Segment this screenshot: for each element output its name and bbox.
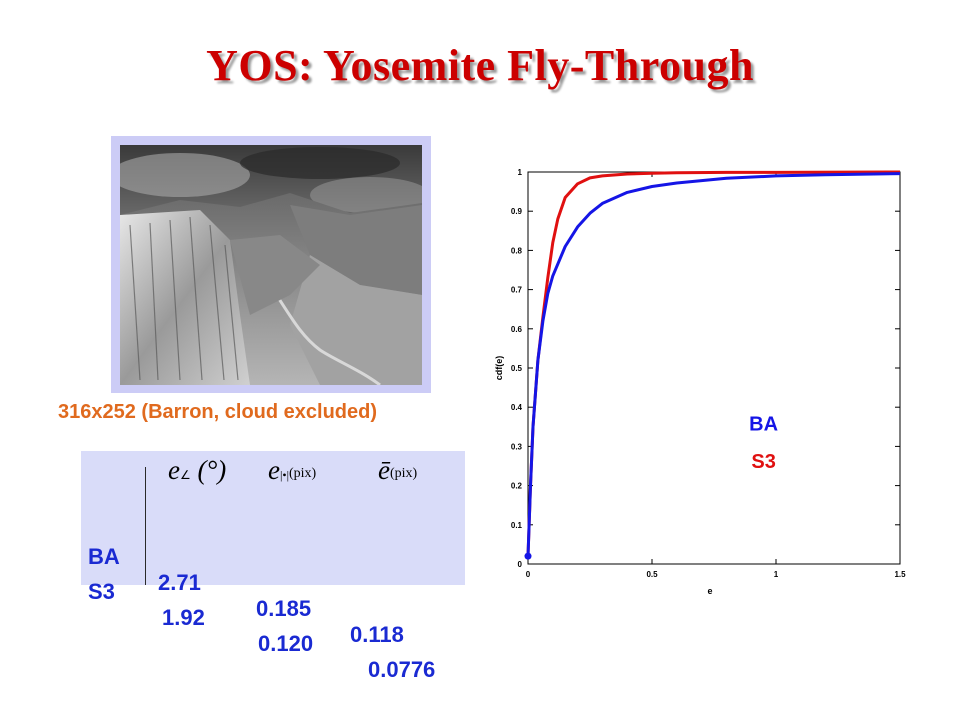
row-value: 0.118 (350, 622, 404, 647)
y-tick-label: 0.9 (511, 207, 523, 216)
y-tick-label: 0.7 (511, 286, 523, 295)
y-tick-label: 0.4 (511, 403, 523, 412)
y-tick-label: 0 (518, 560, 523, 569)
table-row-s3: S3 1.92 0.120 0.0776 (88, 553, 435, 683)
x-axis-label: e (707, 586, 712, 596)
y-axis-label: cdf(e) (494, 356, 504, 381)
row-method: BA (88, 544, 120, 569)
cdf-chart: 0 0.1 0.2 0.3 0.4 0.5 0.6 0.7 0.8 0.9 1 0 0.5 1 1.5 e cd… (494, 168, 906, 596)
header-endpoint-error: ē(pix) (378, 455, 418, 485)
row-value: 1.92 (162, 605, 205, 630)
row-value: 0.120 (258, 631, 314, 656)
image-caption: 316x252 (Barron, cloud excluded) (58, 401, 378, 423)
slide-title: YOS: Yosemite Fly-Through (206, 41, 754, 90)
plot-area (527, 171, 901, 565)
legend-label-s3: S3 (751, 451, 775, 473)
row-method: S3 (88, 579, 115, 604)
row-value: 2.71 (158, 570, 201, 595)
y-tick-label: 0.5 (511, 364, 523, 373)
table-row-ba: BA 2.71 0.185 0.118 (88, 518, 404, 648)
x-tick-label: 1.5 (894, 570, 906, 579)
legend-label-ba: BA (749, 414, 778, 436)
y-tick-label: 0.6 (511, 325, 523, 334)
y-tick-label: 0.1 (511, 521, 523, 530)
series-start-marker (524, 552, 532, 560)
yosemite-image (120, 145, 422, 385)
series-line-ba (526, 172, 901, 557)
x-tick-label: 1 (774, 570, 779, 579)
table-divider (145, 467, 146, 585)
y-tick-label: 0.2 (511, 482, 523, 491)
y-tick-label: 0.3 (511, 442, 523, 451)
x-tick-label: 0 (526, 570, 531, 579)
row-value: 0.0776 (368, 657, 436, 682)
header-magnitude-error: e|•|(pix) (268, 455, 317, 485)
header-angular-error: e∠ (°) (168, 455, 227, 485)
row-value: 0.185 (256, 596, 312, 621)
y-tick-label: 1 (518, 168, 523, 177)
y-tick-label: 0.8 (511, 246, 523, 255)
x-tick-label: 0.5 (646, 570, 658, 579)
